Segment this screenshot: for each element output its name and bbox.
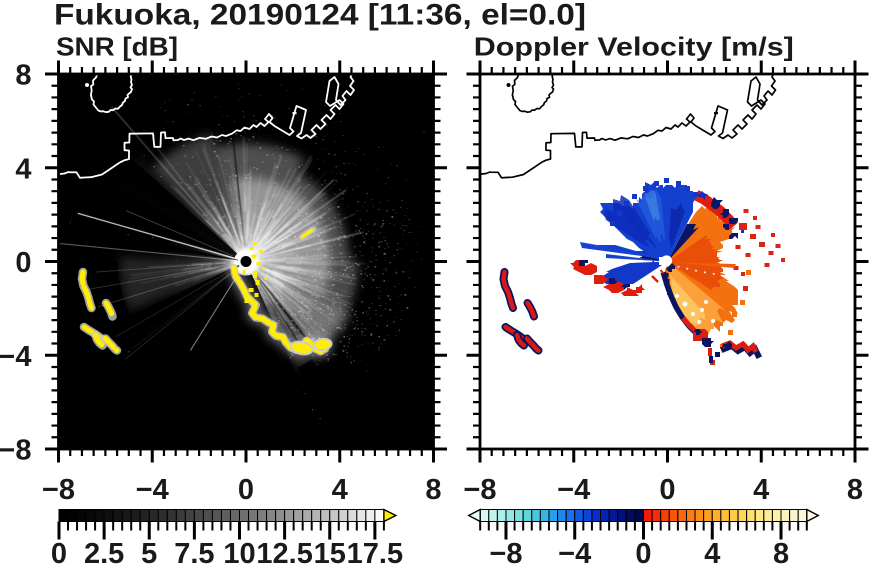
svg-text:−8: −8 — [42, 474, 75, 506]
svg-text:−8: −8 — [463, 474, 496, 506]
svg-text:−4: −4 — [0, 341, 32, 373]
svg-text:−4: −4 — [558, 538, 591, 570]
svg-text:0: 0 — [238, 474, 254, 506]
svg-text:8: 8 — [15, 60, 31, 92]
svg-text:8: 8 — [773, 538, 789, 570]
svg-text:12.5: 12.5 — [256, 538, 312, 570]
svg-text:−8: −8 — [489, 538, 522, 570]
svg-text:−8: −8 — [0, 435, 32, 467]
svg-text:SNR [dB]: SNR [dB] — [56, 32, 178, 62]
svg-text:4: 4 — [15, 153, 31, 185]
svg-text:8: 8 — [425, 474, 441, 506]
svg-text:7.5: 7.5 — [174, 538, 214, 570]
svg-text:0: 0 — [659, 474, 675, 506]
svg-text:0: 0 — [15, 247, 31, 279]
svg-text:15: 15 — [314, 538, 346, 570]
svg-text:2.5: 2.5 — [84, 538, 124, 570]
svg-text:0: 0 — [51, 538, 67, 570]
svg-text:Fukuoka, 20190124 [11:36, el=0: Fukuoka, 20190124 [11:36, el=0.0] — [54, 0, 586, 32]
svg-text:0: 0 — [635, 538, 651, 570]
svg-text:−4: −4 — [557, 474, 590, 506]
svg-text:4: 4 — [753, 474, 769, 506]
svg-text:17.5: 17.5 — [347, 538, 403, 570]
svg-text:−4: −4 — [136, 474, 169, 506]
svg-text:10: 10 — [223, 538, 255, 570]
svg-text:4: 4 — [704, 538, 720, 570]
svg-text:8: 8 — [847, 474, 863, 506]
svg-text:4: 4 — [332, 474, 348, 506]
svg-text:5: 5 — [141, 538, 157, 570]
svg-text:Doppler Velocity [m/s]: Doppler Velocity [m/s] — [474, 32, 794, 62]
